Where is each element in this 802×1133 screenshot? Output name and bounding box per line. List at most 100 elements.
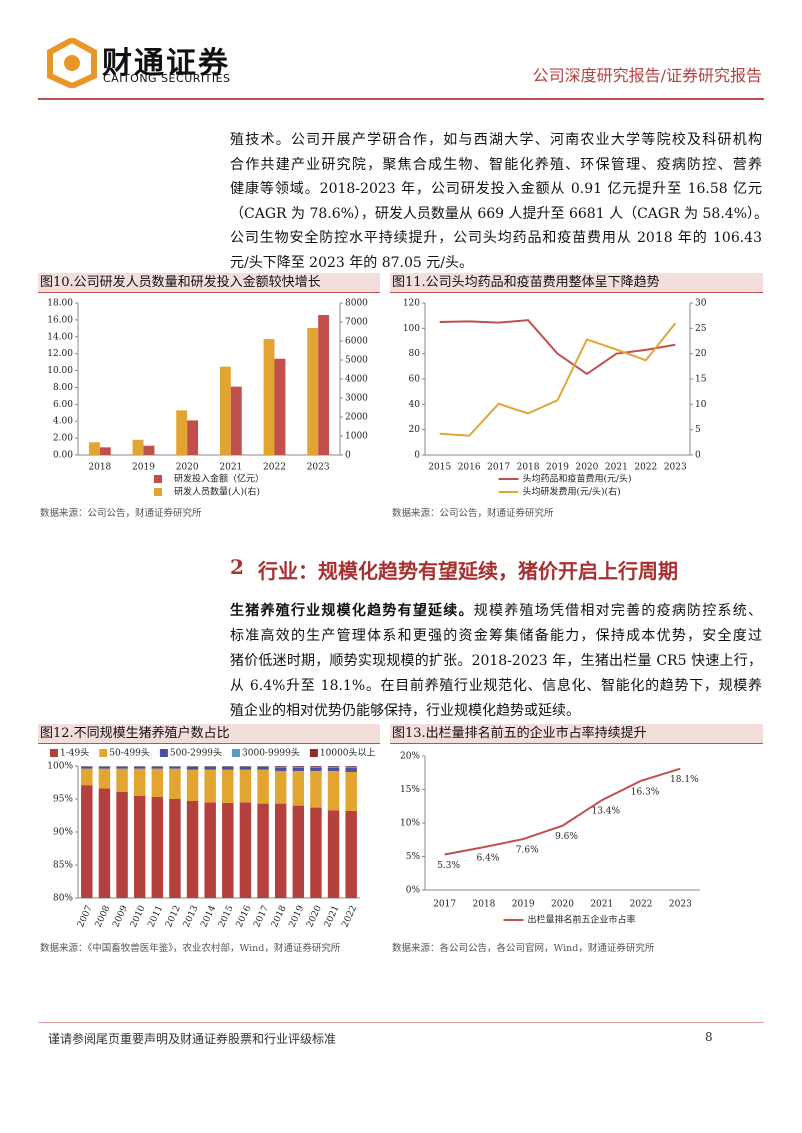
bar-segment [345, 810, 357, 898]
bar-segment [151, 768, 164, 798]
figure-title: 图13.出栏量排名前五的企业市占率持续提升 [390, 724, 763, 744]
bar-segment [98, 788, 111, 898]
y-tick-label: 5000 [345, 356, 368, 366]
bar [187, 420, 199, 455]
bar-segment [310, 767, 322, 771]
bar-segment [133, 766, 146, 769]
x-tick-label: 2016 [235, 904, 254, 929]
legend-swatch [50, 749, 58, 757]
x-tick-label: 2019 [132, 463, 155, 473]
bar-segment [239, 802, 252, 898]
x-tick-label: 2020 [176, 463, 199, 473]
line [444, 767, 681, 856]
bar-segment [81, 768, 93, 786]
y-tick-label: 20% [400, 752, 420, 762]
legend-swatch [154, 488, 162, 496]
x-tick-label: 2018 [88, 463, 111, 473]
bar-segment [274, 766, 287, 767]
y-tick-label: 80 [409, 349, 421, 359]
bar-segment [204, 769, 216, 803]
legend-label: 头均研发费用(元/头)(右) [523, 486, 621, 498]
text-line: 殖企业的相对优势仍能够保持，行业规模化趋势或延续。 [230, 703, 580, 719]
bar-segment [204, 766, 216, 770]
bar-segment [345, 771, 357, 811]
y-tick-label: 7000 [345, 318, 368, 328]
y-tick-label: 20 [695, 349, 707, 359]
bar-segment [151, 766, 164, 769]
x-tick-label: 2021 [605, 463, 628, 473]
x-tick-label: 2018 [472, 900, 495, 910]
legend-label: 研发投入金额（亿元） [174, 473, 264, 485]
y-tick-label: 0% [406, 886, 421, 896]
legend-label: 3000-9999头 [242, 748, 300, 759]
bar-segment [186, 766, 199, 767]
bar-segment [274, 766, 287, 768]
bar-segment [274, 803, 287, 898]
data-label: 7.6% [516, 846, 539, 856]
figure-title: 图10.公司研发人员数量和研发投入金额较快增长 [38, 273, 380, 293]
text-line: 健康等领域。2018-2023 年，公司研发投入金额从 0.91 亿元提升至 1… [230, 181, 762, 197]
x-tick-label: 2009 [111, 904, 130, 929]
y-tick-label: 8.00 [53, 383, 73, 393]
bar-segment [310, 807, 322, 898]
y-tick-label: 30 [695, 299, 707, 309]
figure-source: 数据来源：公司公告，财通证券研究所 [392, 508, 554, 519]
bar [99, 447, 111, 455]
y-tick-label: 14.00 [47, 332, 73, 342]
legend-label: 50-499头 [109, 748, 150, 759]
line [439, 322, 677, 437]
legend-swatch [159, 749, 168, 757]
bar-segment [169, 766, 181, 769]
legend-swatch [232, 749, 241, 757]
text-line: 生猪养殖行业规模化趋势有望延续。规模养殖场凭借相对完善的疫病防控系统、 [230, 599, 762, 623]
y-tick-label: 20 [409, 425, 421, 435]
x-tick-label: 2020 [551, 900, 574, 910]
bar-segment [239, 766, 252, 767]
y-tick-label: 3000 [345, 394, 368, 404]
y-tick-label: 12.00 [47, 349, 73, 359]
x-tick-label: 2015 [428, 463, 451, 473]
y-tick-label: 10 [695, 400, 707, 410]
x-tick-label: 2020 [575, 463, 598, 473]
section-title: 行业：规模化趋势有望延续，猪价开启上行周期 [258, 559, 678, 583]
x-tick-label: 2014 [199, 904, 218, 929]
bar-segment [222, 802, 234, 898]
y-tick-label: 100 [403, 324, 420, 334]
y-tick-label: 10.00 [47, 366, 73, 376]
bar-segment [345, 767, 357, 772]
bar-segment [327, 767, 340, 771]
bar-segment [310, 766, 322, 768]
y-tick-label: 4.00 [53, 417, 73, 427]
x-tick-label: 2018 [517, 463, 540, 473]
x-tick-label: 2013 [182, 904, 201, 929]
y-tick-label: 2000 [345, 413, 368, 423]
x-tick-label: 2007 [76, 904, 95, 929]
x-tick-label: 2021 [219, 463, 242, 473]
bar-segment [133, 768, 146, 796]
y-tick-label: 2.00 [53, 434, 73, 444]
bar-segment [186, 766, 199, 770]
bar [132, 439, 144, 455]
bar-segment [81, 766, 93, 769]
bar [88, 442, 100, 455]
legend-label: 出栏量排名前五企业市占率 [528, 914, 636, 926]
bar-segment [292, 766, 305, 767]
y-tick-label: 16.00 [47, 315, 73, 325]
text-line: 合作共建产业研究院，聚焦合成生物、智能化养殖、环保管理、疫病防控、营养 [230, 156, 762, 173]
bar-segment [222, 766, 234, 770]
bar-segment [274, 767, 287, 771]
footer-rule [38, 1022, 764, 1023]
bar-segment [274, 770, 287, 804]
bar-segment [222, 766, 234, 767]
y-tick-label: 25 [695, 324, 707, 334]
bar-segment [257, 766, 269, 770]
logo-en: CAITONG SECURITIES [103, 72, 231, 85]
bar [274, 358, 286, 455]
y-tick-label: 15% [400, 785, 420, 795]
y-tick-label: 15 [695, 375, 707, 385]
data-label: 16.3% [631, 787, 660, 797]
bar-segment [327, 810, 340, 898]
chart: 80% 85% 90% 95% 100% 200720082009201020112012… [47, 748, 375, 930]
y-tick-label: 80% [53, 894, 73, 904]
report-type: 公司深度研究报告/证券研究报告 [532, 66, 762, 85]
